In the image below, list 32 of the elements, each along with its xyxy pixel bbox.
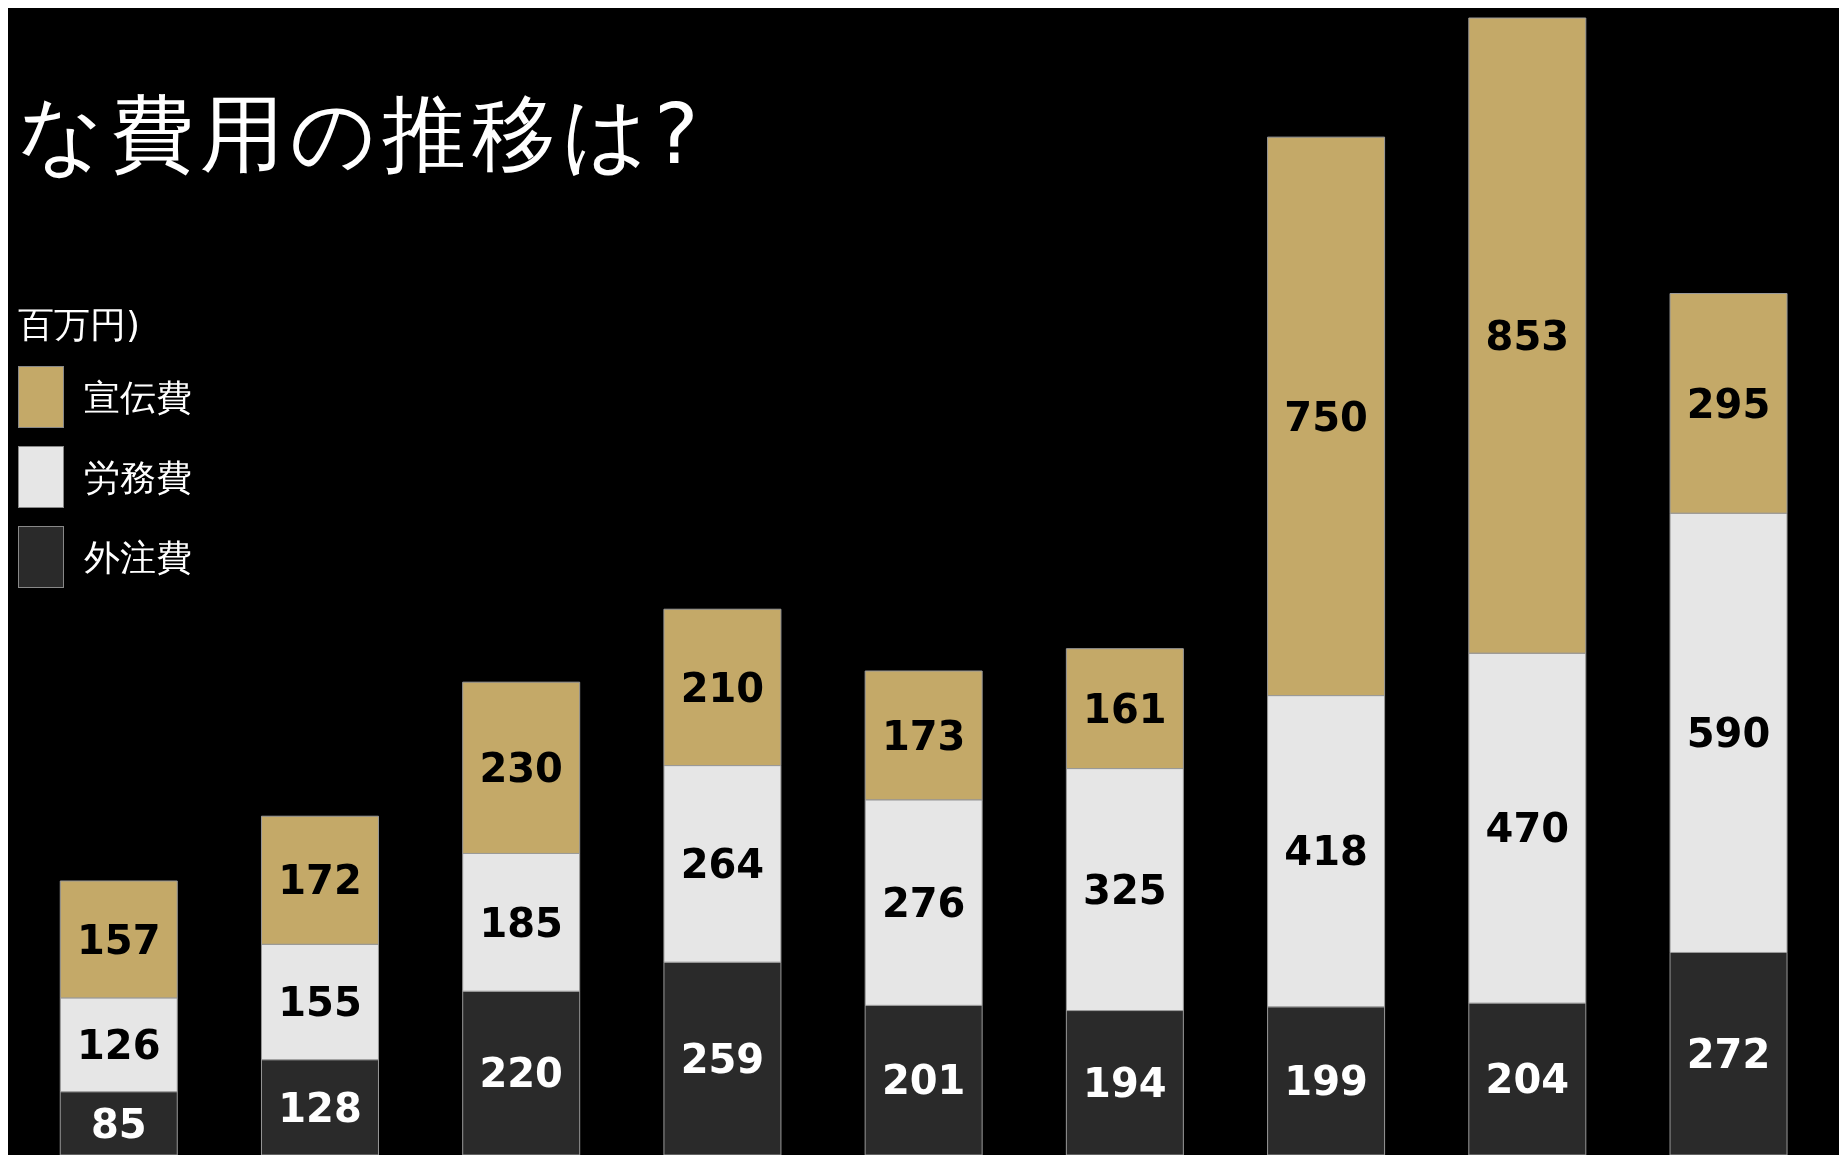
data-label: 172 [278,857,362,904]
data-label: 220 [479,1050,563,1097]
data-label: 194 [1083,1059,1167,1106]
data-label: 85 [90,1100,147,1147]
data-label: 210 [680,664,765,711]
data-label: 853 [1485,312,1570,359]
data-label: 128 [278,1084,362,1131]
data-label: 173 [881,712,966,759]
text: な費用の推移は? [18,84,705,185]
data-label: 204 [1485,1056,1570,1103]
data-label: 259 [680,1035,765,1082]
data-label: 161 [1083,685,1167,732]
data-label: 230 [479,745,563,792]
data-label: 750 [1284,393,1368,440]
data-label: 157 [77,916,161,963]
data-label: 470 [1485,805,1570,852]
data-label: 201 [881,1057,966,1104]
legend-label: 労務費 [84,455,192,499]
data-label: 264 [680,841,765,888]
data-label: 418 [1284,828,1368,875]
legend-label: 外注費 [84,535,192,579]
data-label: 590 [1686,710,1771,757]
legend-title: 百万円) [18,303,142,347]
data-label: 199 [1284,1058,1368,1105]
data-label: 155 [278,979,362,1026]
data-label: 126 [77,1022,161,1068]
legend-label: 宣伝費 [84,375,192,419]
data-label: 325 [1083,866,1167,913]
data-label: 276 [881,879,966,926]
data-label: 272 [1686,1030,1771,1077]
data-label: 185 [479,899,563,946]
data-label: 295 [1686,380,1771,427]
